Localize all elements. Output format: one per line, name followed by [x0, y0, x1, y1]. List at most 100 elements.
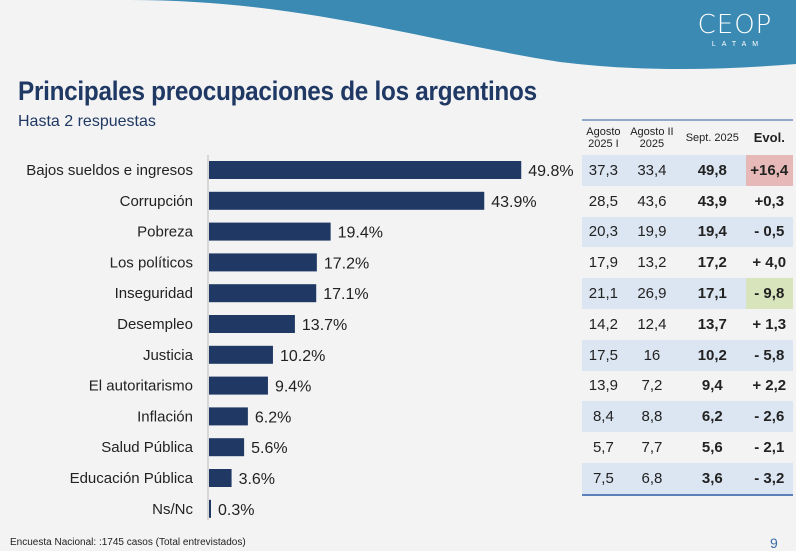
table-row: 17,9 13,2 17,2 + 4,0 — [582, 247, 793, 278]
value-sept: 49,8 — [679, 155, 746, 186]
value-sept: 9,4 — [701, 377, 723, 395]
value-evol: +16,4 — [745, 155, 793, 186]
value-sept: 10,2 — [679, 339, 746, 371]
value-evol: - 2,1 — [754, 439, 785, 457]
data-label: 13.7% — [302, 317, 347, 334]
value-sept: 13,7 — [697, 315, 727, 333]
header-wave — [130, 0, 796, 69]
value-agosto-ii: 16 — [624, 339, 680, 371]
table-row: 5,7 7,7 5,6 - 2,1 — [582, 432, 793, 463]
data-label: 17.1% — [323, 286, 368, 303]
category-label: Educación Pública — [70, 470, 194, 487]
category-label: Corrupción — [120, 193, 193, 210]
value-evol: + 1,3 — [752, 315, 787, 333]
value-agosto-i: 28,5 — [588, 192, 618, 210]
value-agosto-ii: 8,8 — [624, 401, 680, 433]
value-agosto-ii: 13,2 — [637, 254, 667, 272]
value-sept: 6,2 — [679, 401, 746, 433]
value-sept: 17,2 — [697, 254, 727, 272]
table-row: 8,4 8,8 6,2- 2,6 — [582, 401, 793, 433]
data-label: 3.6% — [239, 471, 275, 488]
column-header: Evol. — [753, 130, 785, 145]
value-agosto-ii: 19,9 — [624, 216, 680, 248]
table-row: 7,5 6,8 3,6- 3,2 — [582, 462, 793, 495]
table-row: 21,1 26,9 17,1- 9,8 — [582, 278, 793, 309]
bar-chart: Bajos sueldos e ingresos 49.8% Corrupción 4… — [26, 155, 574, 520]
category-label: Pobreza — [137, 224, 194, 241]
column-header: Agosto 2025 I — [586, 126, 621, 150]
category-label: Desempleo — [117, 316, 193, 333]
category-label: Inseguridad — [115, 285, 193, 302]
category-label: Salud Pública — [101, 439, 193, 456]
category-label: Bajos sueldos e ingresos — [26, 162, 193, 179]
value-agosto-i: 21,1 — [582, 278, 625, 309]
value-agosto-ii: 7,7 — [641, 439, 663, 457]
column-header: Agosto II 2025 — [630, 126, 674, 150]
category-label: El autoritarismo — [89, 378, 193, 395]
value-sept: 17,1 — [679, 278, 746, 309]
data-label: 49.8% — [528, 163, 573, 180]
value-agosto-ii: 6,8 — [624, 462, 680, 495]
table-row: 20,3 19,9 19,4- 0,5 — [582, 216, 793, 248]
bar — [209, 315, 295, 333]
table-row: 14,2 12,4 13,7 + 1,3 — [582, 309, 793, 340]
value-evol: +0,3 — [754, 192, 785, 210]
comparison-table: Agosto 2025 I Agosto II 2025 Sept. 2025 Evol.… — [582, 119, 793, 496]
data-label: 10.2% — [280, 348, 325, 365]
page-subtitle: Hasta 2 respuestas — [18, 113, 156, 130]
footer-note: Encuesta Nacional: :1745 casos (Total en… — [10, 537, 246, 548]
bar — [209, 284, 317, 303]
page-number: 9 — [770, 535, 778, 551]
page-title: Principales preocupaciones de los argent… — [18, 76, 537, 106]
value-evol: - 2,6 — [745, 401, 793, 433]
data-label: 5.6% — [251, 440, 287, 457]
value-evol: - 0,5 — [745, 216, 793, 248]
bar — [209, 161, 522, 179]
value-agosto-i: 17,9 — [588, 254, 618, 272]
value-sept: 5,6 — [701, 439, 723, 457]
value-agosto-ii: 7,2 — [641, 377, 663, 395]
category-label: Los políticos — [110, 254, 193, 271]
table-row: 28,5 43,6 43,9 +0,3 — [582, 186, 793, 217]
data-label: 0.3% — [218, 502, 254, 519]
value-evol: + 4,0 — [752, 254, 787, 272]
bar — [209, 376, 268, 395]
ceop-logo: CEOP LATAM — [697, 10, 773, 48]
value-agosto-i: 7,5 — [582, 462, 625, 495]
table-row: 17,5 16 10,2- 5,8 — [582, 339, 793, 371]
bar — [209, 253, 317, 272]
column-header: Sept. 2025 — [685, 132, 739, 144]
value-agosto-ii: 12,4 — [637, 315, 667, 333]
value-sept: 19,4 — [679, 216, 746, 248]
bar — [209, 499, 211, 518]
value-agosto-i: 5,7 — [592, 439, 614, 457]
value-agosto-i: 13,9 — [588, 377, 618, 395]
value-agosto-ii: 26,9 — [624, 278, 680, 309]
value-agosto-i: 17,5 — [582, 339, 625, 371]
value-evol: + 2,2 — [752, 377, 787, 395]
bar — [209, 191, 485, 210]
table-row: 37,3 33,4 49,8 +16,4 — [582, 155, 793, 186]
value-agosto-i: 20,3 — [582, 216, 625, 248]
value-sept: 43,9 — [697, 192, 727, 210]
bar — [209, 438, 245, 457]
bar — [209, 222, 331, 241]
bar — [209, 469, 232, 487]
value-agosto-i: 37,3 — [582, 155, 625, 186]
table-row: 13,9 7,2 9,4 + 2,2 — [582, 371, 793, 402]
data-label: 17.2% — [324, 255, 369, 272]
value-evol: - 3,2 — [745, 462, 793, 495]
value-agosto-i: 8,4 — [582, 401, 625, 433]
category-label: Justicia — [143, 347, 194, 364]
value-agosto-i: 14,2 — [588, 315, 618, 333]
bar — [209, 407, 248, 426]
category-label: Inflación — [137, 408, 193, 425]
category-label: Ns/Nc — [152, 501, 193, 518]
bar — [209, 345, 273, 364]
data-label: 43.9% — [491, 194, 536, 211]
value-agosto-ii: 33,4 — [624, 155, 680, 186]
value-agosto-ii: 43,6 — [637, 192, 667, 210]
data-label: 6.2% — [255, 409, 291, 426]
data-label: 9.4% — [275, 379, 311, 396]
value-sept: 3,6 — [679, 462, 746, 495]
